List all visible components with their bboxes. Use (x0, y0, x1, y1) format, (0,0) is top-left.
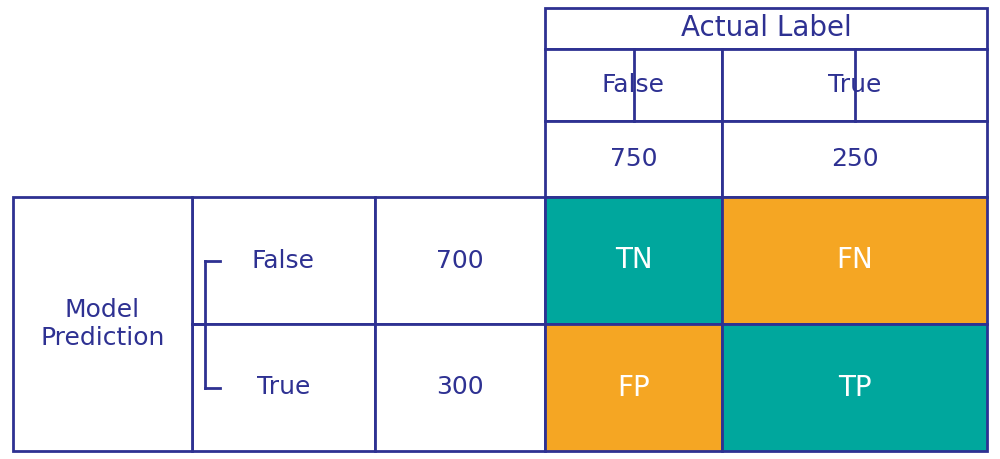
Bar (192, 324, 375, 451)
Bar (545, 8, 987, 49)
Bar (545, 121, 722, 197)
Bar (545, 197, 722, 324)
Text: 750: 750 (610, 147, 657, 171)
Text: True: True (257, 375, 310, 399)
Bar (722, 121, 987, 197)
Text: FN: FN (836, 246, 873, 274)
Bar (375, 197, 545, 324)
Bar (545, 324, 722, 451)
Bar (722, 324, 987, 451)
Text: True: True (828, 73, 881, 97)
Text: TN: TN (615, 246, 652, 274)
Text: 250: 250 (831, 147, 878, 171)
Text: False: False (252, 248, 315, 273)
Bar (375, 324, 545, 451)
Text: False: False (602, 73, 665, 97)
Bar (545, 49, 722, 121)
Bar (192, 197, 375, 324)
Bar (722, 197, 987, 324)
Bar (722, 49, 987, 121)
Text: Actual Label: Actual Label (681, 15, 851, 43)
Text: 700: 700 (436, 248, 484, 273)
Text: TP: TP (838, 374, 871, 402)
Text: Model
Prediction: Model Prediction (40, 298, 165, 350)
Text: 300: 300 (436, 375, 484, 399)
Bar (13, 197, 192, 451)
Text: FP: FP (617, 374, 650, 402)
